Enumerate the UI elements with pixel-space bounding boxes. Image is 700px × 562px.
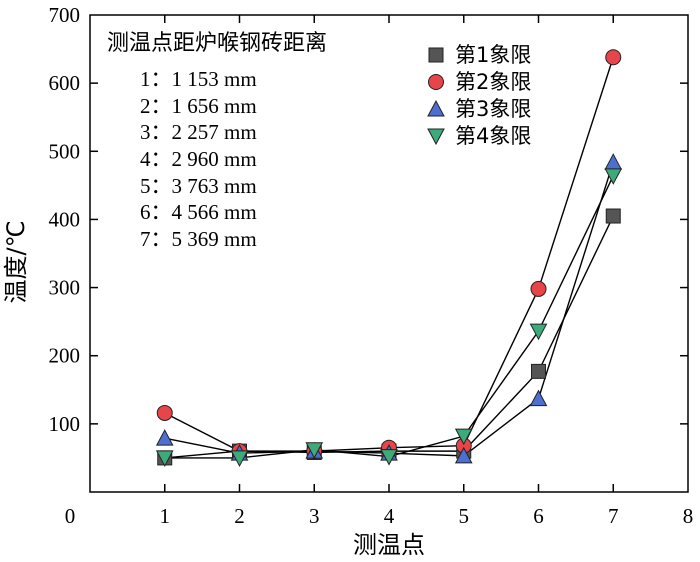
y-tick-label: 400: [49, 207, 81, 231]
series-3-point: [604, 153, 623, 170]
y-tick-label: 700: [49, 3, 81, 27]
x-axis-title: 测温点: [353, 531, 425, 559]
legend-label-1: 第1象限: [455, 43, 531, 67]
x-tick-label: 1: [160, 504, 171, 528]
annotation-line-7: 7：5 369 mm: [140, 227, 257, 251]
series-4-point: [230, 450, 249, 467]
axes-layer: 0 1 2 3 4 5 6 7 8 100 200 300 400 500 600 700: [49, 3, 694, 528]
y-tick-label: 100: [49, 412, 81, 436]
x-tick-label: 8: [683, 504, 694, 528]
x-tick-label: 5: [459, 504, 470, 528]
annotation-line-3: 3：2 257 mm: [140, 120, 257, 144]
annotation-line-4: 4：2 960 mm: [140, 147, 257, 171]
x-tick-label: 7: [608, 504, 619, 528]
series-3-point: [529, 389, 548, 407]
series-layer: [155, 49, 623, 467]
x-tick-label: 2: [234, 504, 245, 528]
series-3-point: [454, 446, 473, 464]
annotation-line-1: 1：1 153 mm: [140, 67, 257, 91]
series-3-point: [155, 429, 174, 446]
series-1-point: [605, 208, 621, 224]
legend-label-2: 第2象限: [455, 70, 531, 94]
annotation-line-6: 6：4 566 mm: [140, 200, 257, 224]
y-tick-label: 500: [49, 139, 81, 163]
legend: 第1象限 第2象限 第3象限 第4象限: [427, 43, 531, 148]
series-line-1: [164, 215, 614, 459]
legend-label-3: 第3象限: [455, 97, 531, 121]
x-tick-label: 6: [533, 504, 544, 528]
y-tick-label: 300: [49, 276, 81, 300]
y-tick-label: 200: [49, 344, 81, 368]
distance-annotation: 测温点距炉喉钢砖距离 1：1 153 mm 2：1 656 mm 3：2 257…: [107, 31, 327, 251]
y-axis-title: 温度/℃: [2, 220, 30, 303]
annotation-title: 测温点距炉喉钢砖距离: [107, 31, 327, 56]
legend-marker-1: [428, 47, 444, 63]
legend-label-4: 第4象限: [455, 124, 531, 148]
x-tick-label: 0: [65, 504, 76, 528]
annotation-line-5: 5：3 763 mm: [140, 174, 257, 198]
legend-markers: [427, 47, 445, 146]
series-4-point: [155, 450, 174, 467]
series-2-point: [156, 404, 173, 421]
legend-marker-3: [427, 99, 445, 117]
annotation-line-2: 2：1 656 mm: [140, 94, 257, 118]
x-tick-label: 3: [309, 504, 320, 528]
series-4-point: [604, 168, 623, 185]
series-4-point: [529, 323, 548, 341]
series-4-point: [380, 449, 398, 466]
legend-marker-2: [428, 74, 444, 90]
series-1-point: [531, 363, 546, 379]
y-tick-label: 600: [49, 71, 81, 95]
series-2-point: [605, 49, 622, 66]
series-4-point: [454, 428, 473, 446]
series-2-point: [530, 280, 547, 297]
x-tick-label: 4: [384, 504, 395, 528]
legend-marker-4: [427, 128, 445, 146]
series-4-point: [305, 442, 324, 459]
